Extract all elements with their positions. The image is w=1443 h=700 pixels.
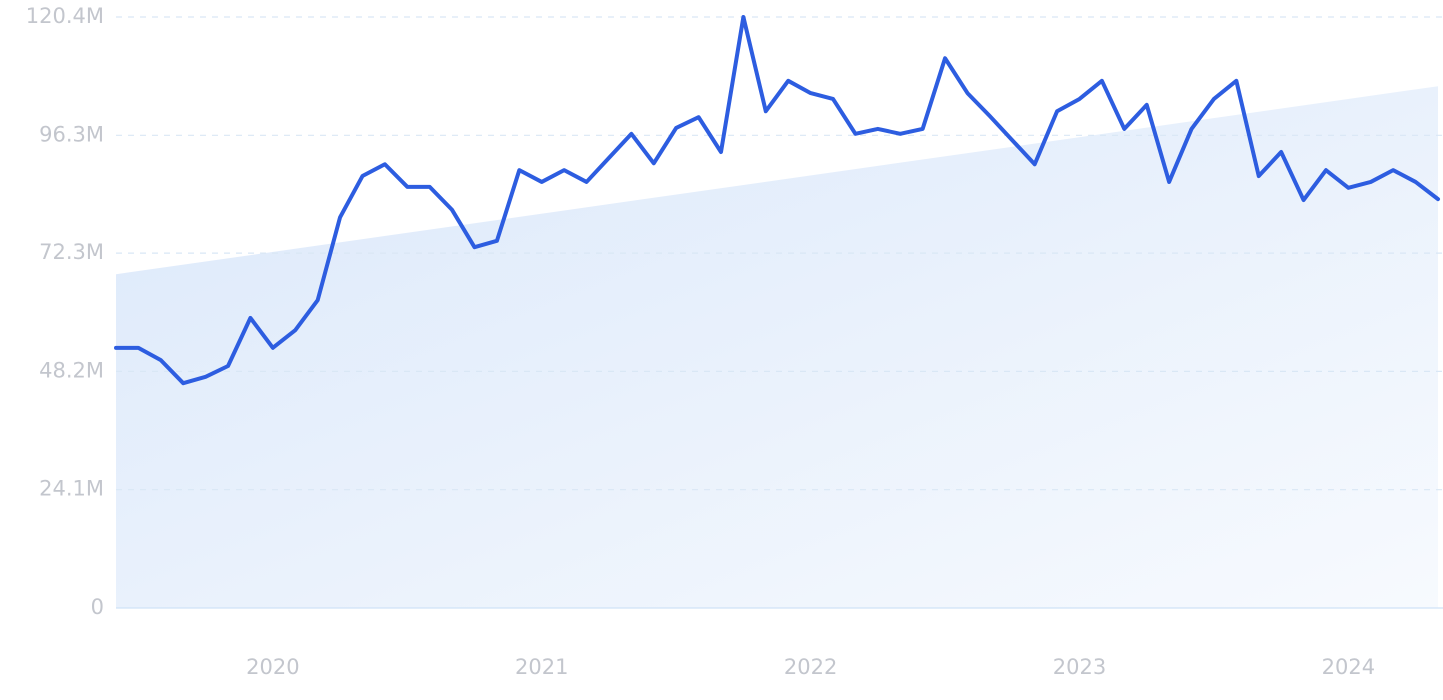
x-tick-label: 2024 xyxy=(1322,655,1375,679)
x-tick-label: 2023 xyxy=(1053,655,1106,679)
y-tick-label: 48.2M xyxy=(39,358,104,382)
x-tick-label: 2020 xyxy=(246,655,299,679)
y-tick-label: 24.1M xyxy=(39,477,104,501)
y-tick-label: 0 xyxy=(91,595,104,619)
y-tick-label: 96.3M xyxy=(39,122,104,146)
y-tick-label: 72.3M xyxy=(39,240,104,264)
data-line xyxy=(114,15,1440,386)
y-tick-label: 120.4M xyxy=(26,4,104,28)
x-tick-label: 2021 xyxy=(515,655,568,679)
trend-area xyxy=(116,86,1438,608)
x-tick-label: 2022 xyxy=(784,655,837,679)
